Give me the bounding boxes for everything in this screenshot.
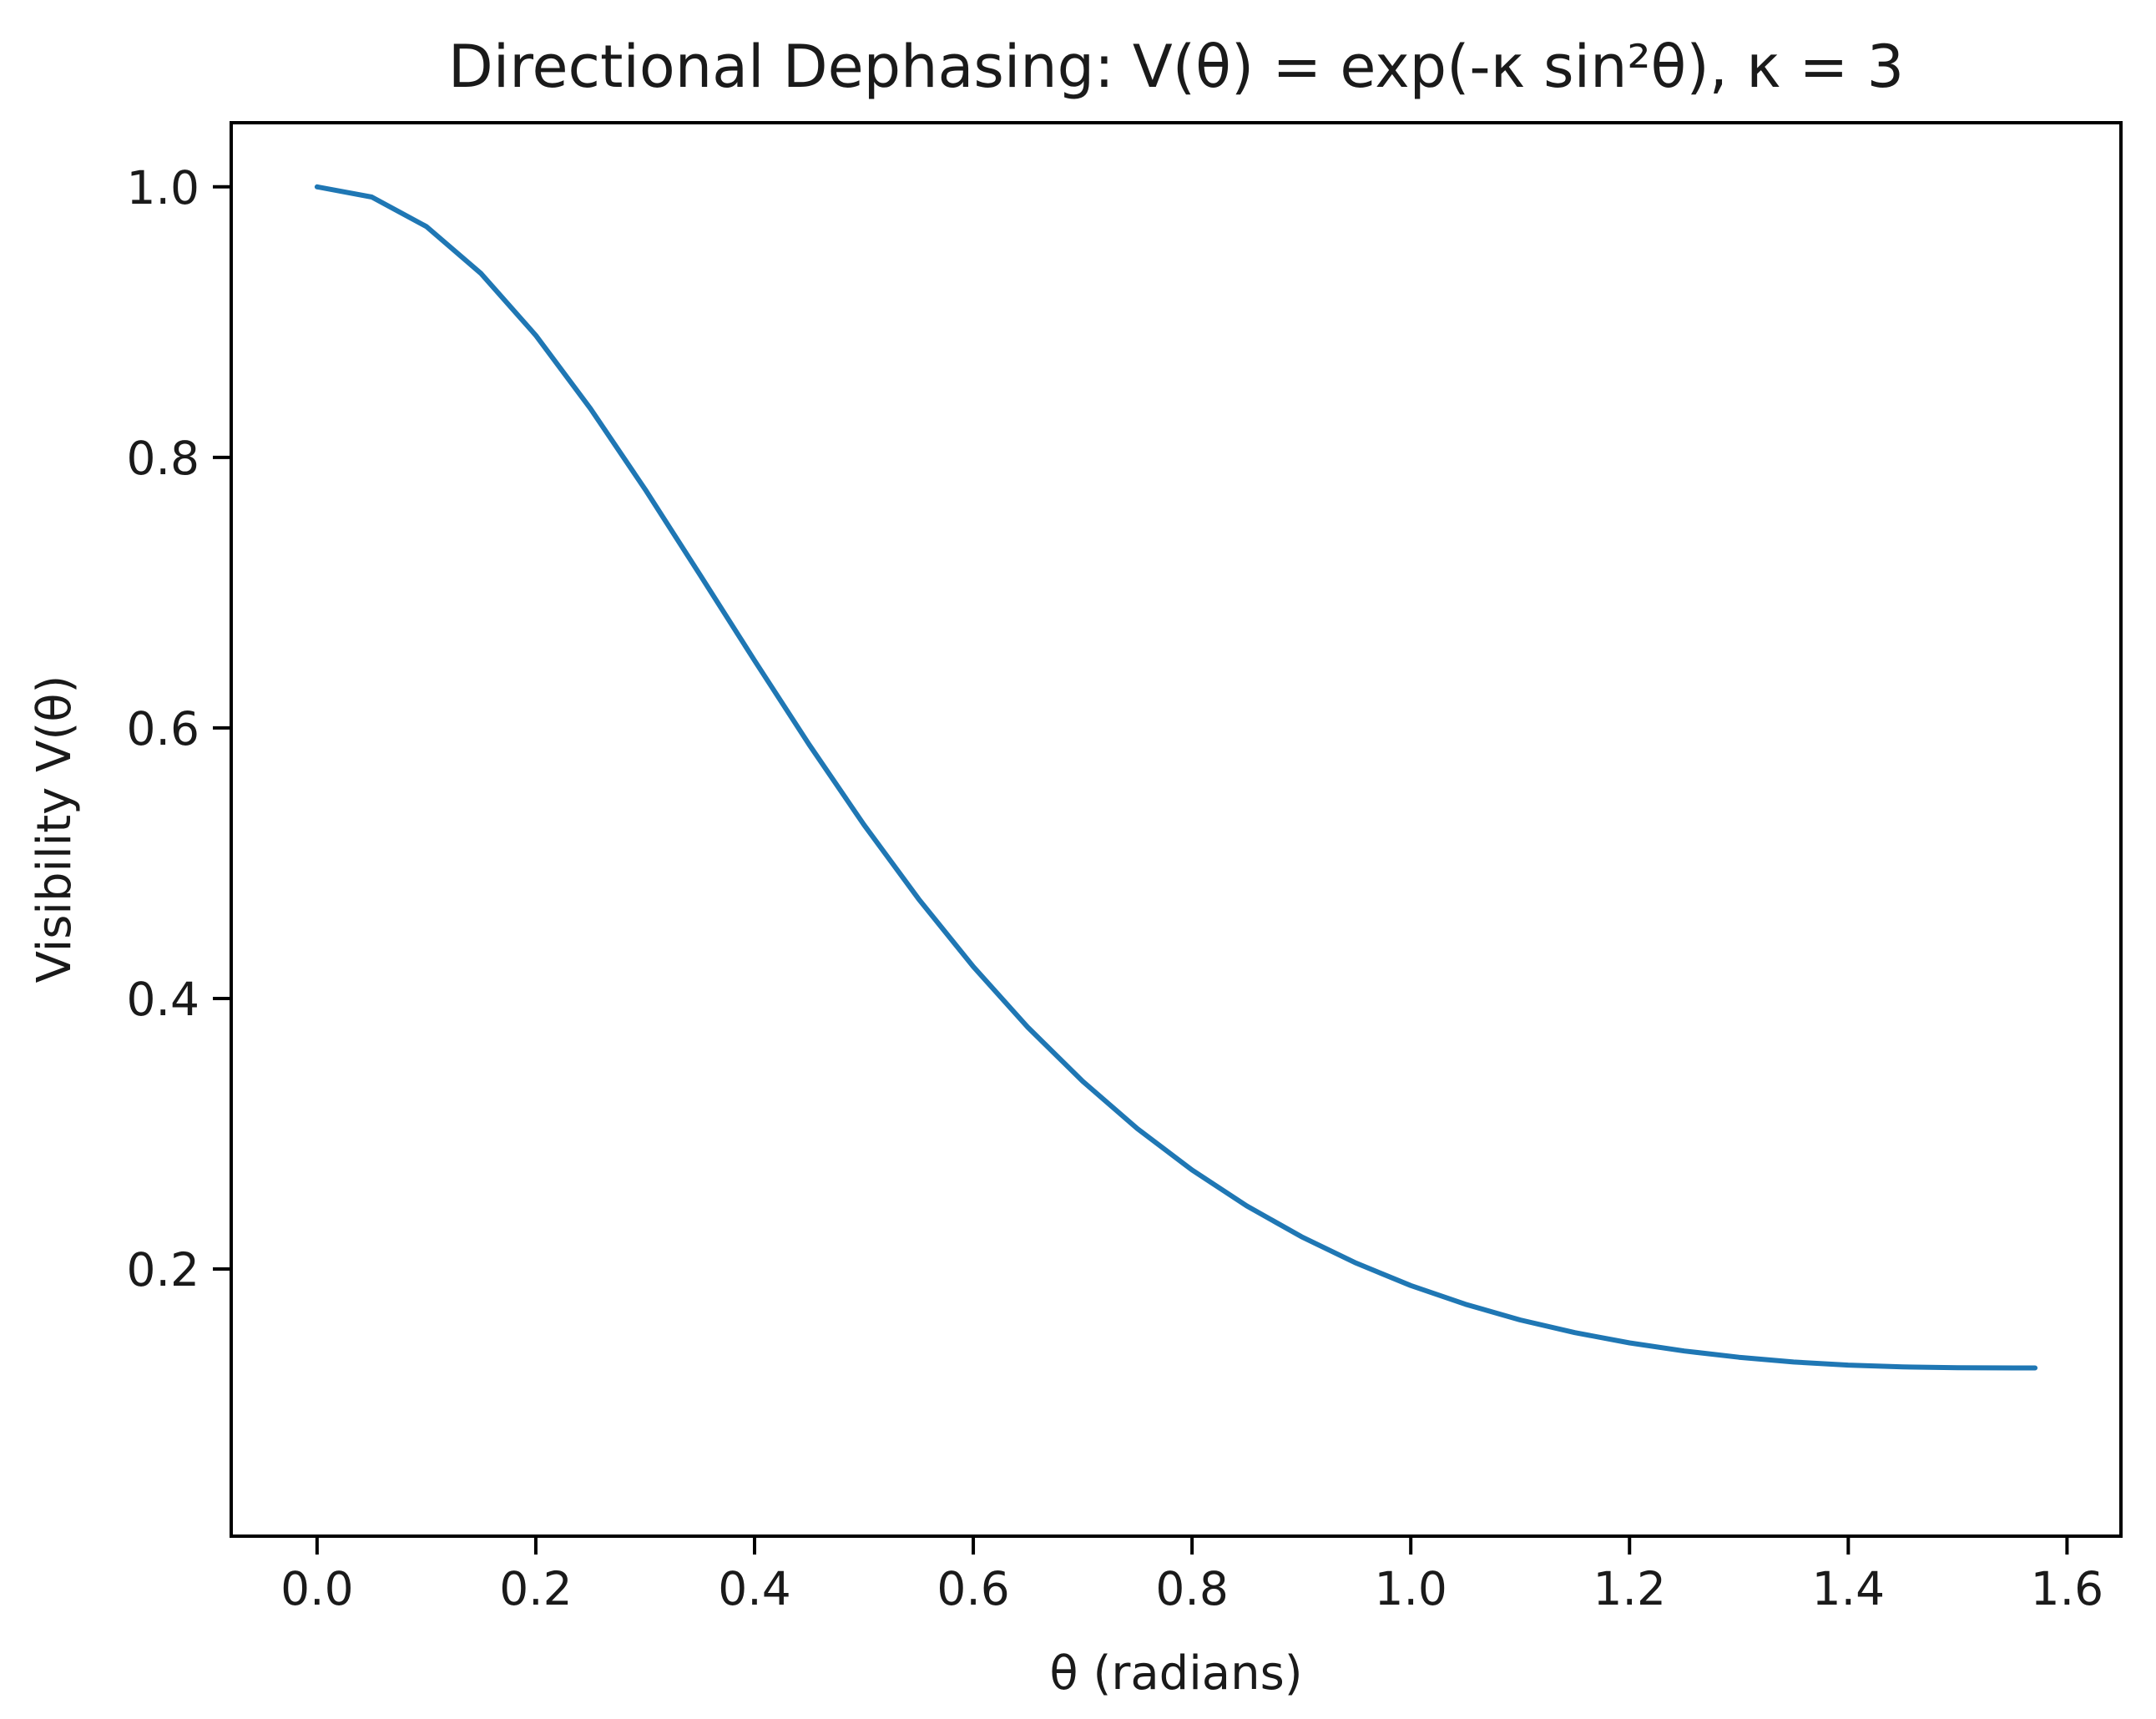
x-tick-label: 0.0 (280, 1562, 353, 1615)
x-tick-label: 1.2 (1593, 1562, 1666, 1615)
x-tick-label: 0.4 (718, 1562, 790, 1615)
x-tick-label: 1.4 (1812, 1562, 1885, 1615)
y-axis: 0.2 0.4 0.6 0.8 1.0 (127, 161, 231, 1297)
x-tick-label: 0.8 (1155, 1562, 1228, 1615)
x-tick-label: 0.2 (499, 1562, 572, 1615)
series-line (314, 184, 2038, 1371)
y-tick-label: 1.0 (127, 161, 199, 215)
plot-frame (230, 121, 2123, 1538)
y-tick-label: 0.6 (127, 702, 199, 756)
y-tick-label: 0.8 (127, 432, 199, 485)
plot-area (230, 121, 2123, 1538)
x-axis: 0.0 0.2 0.4 0.6 0.8 1.0 1.2 1.4 1.6 (280, 1536, 2103, 1615)
y-tick-label: 0.2 (127, 1243, 199, 1297)
y-axis-label: Visibility V(θ) (28, 675, 82, 983)
y-tick-label: 0.4 (127, 973, 199, 1026)
x-tick-label: 0.6 (937, 1562, 1009, 1615)
x-tick-label: 1.6 (2031, 1562, 2103, 1615)
chart-title: Directional Dephasing: V(θ) = exp(-κ sin… (448, 33, 1904, 101)
x-axis-label: θ (radians) (1049, 1646, 1302, 1701)
x-tick-label: 1.0 (1374, 1562, 1447, 1615)
